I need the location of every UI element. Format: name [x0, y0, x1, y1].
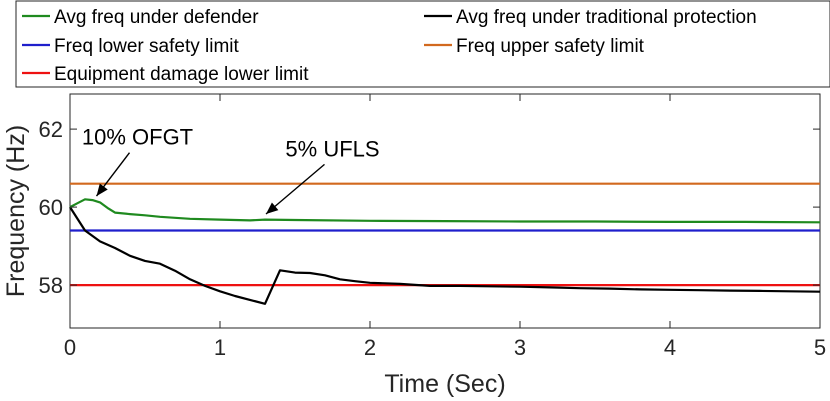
legend-label: Avg freq under traditional protection [456, 7, 757, 28]
x-tick-label: 1 [214, 335, 226, 360]
annotation-arrowhead [96, 183, 108, 197]
series-line-0 [69, 198, 821, 224]
annotation-text: 10% OFGT [82, 125, 193, 150]
legend-label: Freq lower safety limit [54, 36, 239, 57]
y-tick-label: 58 [39, 273, 63, 298]
legend: Avg freq under defender Avg freq under tr… [15, 0, 830, 88]
legend-box [15, 0, 830, 88]
x-tick-label: 4 [664, 335, 676, 360]
legend-label: Freq upper safety limit [456, 36, 645, 57]
annotation-arrow [265, 163, 325, 215]
y-tick-label: 60 [39, 195, 63, 220]
annotation-text: 5% UFLS [285, 136, 379, 161]
legend-label: Avg freq under defender [54, 7, 259, 28]
annotation-layer: 10% OFGT 5% UFLS [82, 125, 380, 215]
x-tick-label: 3 [514, 335, 526, 360]
series-line-1 [69, 206, 821, 305]
plot-area [69, 93, 821, 329]
y-tick-label: 62 [39, 117, 63, 142]
series-layer [69, 182, 821, 305]
axis-layer: 0 1 2 3 4 5 58 60 62 [39, 94, 826, 360]
x-axis-title: Time (Sec) [384, 370, 505, 398]
x-tick-label: 2 [364, 335, 376, 360]
x-tick-label: 5 [814, 335, 826, 360]
x-tick-label: 0 [64, 335, 76, 360]
y-axis-title: Frequency (Hz) [2, 125, 30, 297]
legend-label: Equipment damage lower limit [54, 64, 309, 85]
annotation-arrowhead [266, 202, 279, 215]
